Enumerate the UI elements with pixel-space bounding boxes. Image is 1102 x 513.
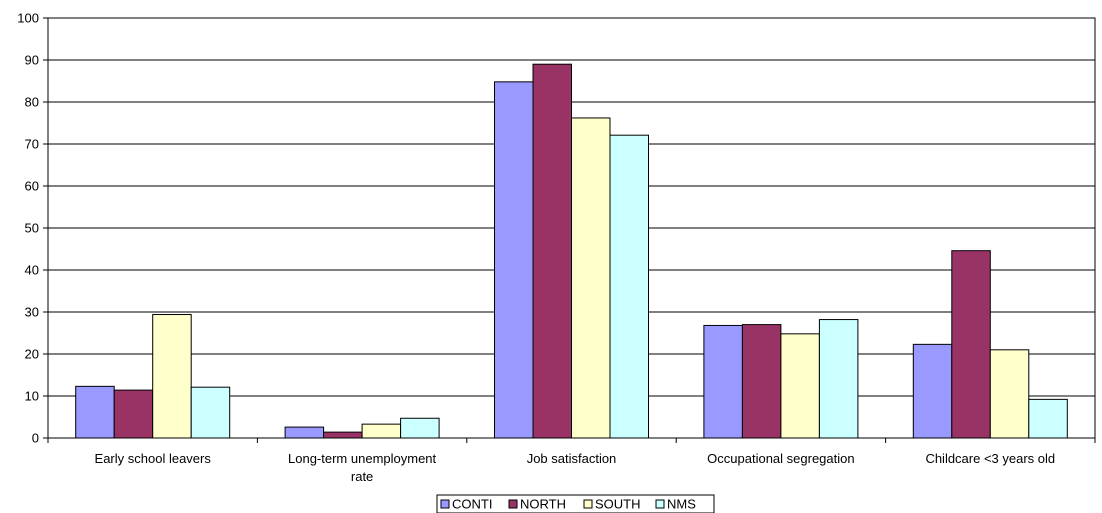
y-tick-label-30: 30 — [25, 305, 39, 320]
y-tick-label-100: 100 — [17, 11, 39, 26]
bar-nms-4 — [1028, 398, 1068, 439]
category-label-1-line1: rate — [351, 469, 373, 484]
y-tick-label-70: 70 — [25, 137, 39, 152]
bar-north-0 — [113, 389, 154, 439]
bar-south-2 — [571, 117, 611, 439]
bar-north-2 — [532, 63, 572, 439]
category-label-0: Early school leavers — [95, 451, 212, 466]
legend-swatch-conti — [440, 499, 450, 509]
y-tick-label-0: 0 — [32, 431, 39, 446]
bar-conti-0 — [75, 385, 115, 439]
y-tick-label-20: 20 — [25, 347, 39, 362]
y-tick-label-40: 40 — [25, 263, 39, 278]
category-label-1: Long-term unemployment — [288, 451, 437, 466]
y-tick-label-10: 10 — [25, 389, 39, 404]
legend-box — [436, 494, 715, 513]
category-label-4: Childcare <3 years old — [925, 451, 1055, 466]
bar-nms-2 — [609, 134, 649, 439]
y-tick-label-50: 50 — [25, 221, 39, 236]
bar-south-0 — [152, 314, 192, 439]
bar-north-4 — [951, 250, 991, 439]
bar-north-1 — [323, 431, 363, 439]
legend-label-south: SOUTH — [595, 497, 641, 512]
bar-nms-3 — [818, 319, 859, 439]
legend-label-nms: NMS — [667, 497, 696, 512]
legend-swatch-north — [508, 499, 518, 509]
bar-conti-1 — [284, 426, 325, 439]
legend-swatch-nms — [655, 499, 665, 509]
legend-swatch-south — [583, 499, 593, 509]
bar-south-1 — [361, 423, 402, 439]
y-tick-label-60: 60 — [25, 179, 39, 194]
legend-label-conti: CONTI — [452, 497, 492, 512]
bar-nms-1 — [400, 417, 440, 439]
y-tick-label-80: 80 — [25, 95, 39, 110]
bar-south-3 — [780, 333, 820, 439]
category-label-3: Occupational segregation — [707, 451, 854, 466]
bar-conti-2 — [494, 81, 534, 439]
bar-north-3 — [741, 324, 782, 439]
legend-label-north: NORTH — [520, 497, 566, 512]
bar-nms-0 — [190, 386, 231, 439]
y-tick-label-90: 90 — [25, 53, 39, 68]
bar-conti-4 — [912, 343, 953, 439]
bar-conti-3 — [703, 324, 743, 439]
bar-south-4 — [989, 349, 1030, 439]
category-label-2: Job satisfaction — [527, 451, 617, 466]
